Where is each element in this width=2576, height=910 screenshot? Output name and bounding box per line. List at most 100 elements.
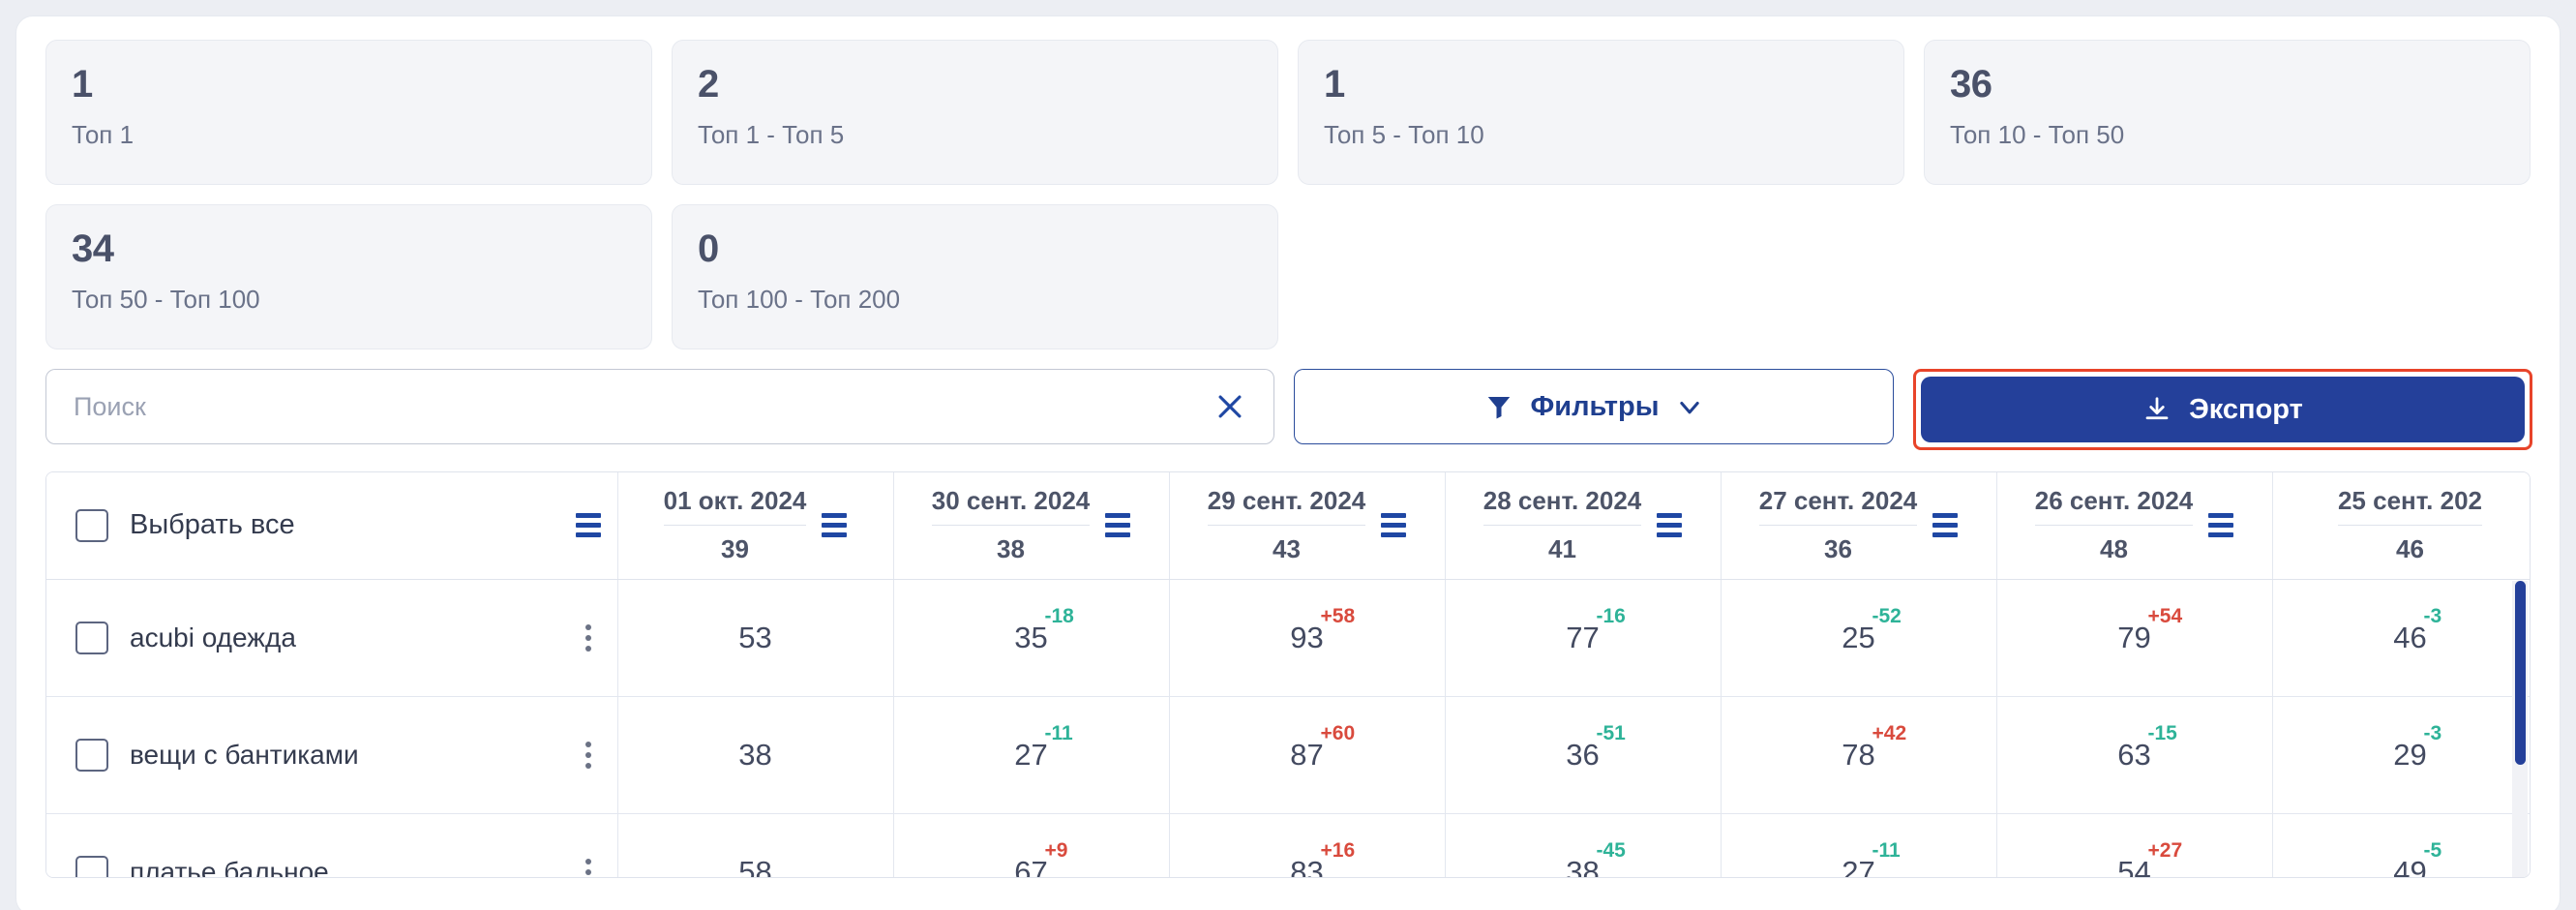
rank-delta: -11 (1872, 838, 1901, 862)
sort-icon[interactable] (1932, 513, 1959, 538)
filters-button[interactable]: Фильтры (1294, 369, 1894, 444)
stat-card-top-5-10[interactable]: 1 Топ 5 - Топ 10 (1298, 40, 1904, 185)
rank-value: 25 (1842, 621, 1875, 654)
search-input[interactable] (74, 391, 1212, 422)
header-count: 36 (1824, 534, 1852, 564)
rank-cell: 27 -11 (893, 696, 1170, 814)
rank-cell: 79 +54 (1996, 579, 2273, 697)
kebab-menu-icon[interactable] (584, 623, 591, 652)
export-button[interactable]: Экспорт (1921, 377, 2525, 442)
rank-delta: +42 (1872, 721, 1907, 744)
select-all[interactable]: Выбрать все (75, 508, 559, 542)
rank-value: 53 (738, 621, 772, 654)
rank-cell: 35 -18 (893, 579, 1170, 697)
stat-card-top-10-50[interactable]: 36 Топ 10 - Топ 50 (1924, 40, 2531, 185)
row-menu-cell[interactable] (559, 696, 618, 814)
header-date-col-3[interactable]: 28 сент. 2024 41 (1445, 472, 1722, 580)
table-body: acubi одежда 53 35 -18 (46, 579, 2530, 878)
rank-value: 77 (1566, 621, 1600, 654)
stat-label: Топ 50 - Топ 100 (72, 285, 260, 314)
rank-delta: -5 (2423, 838, 2442, 862)
stat-value: 36 (1950, 63, 1992, 106)
rank-cell: 93 +58 (1169, 579, 1446, 697)
rank-cell: 78 +42 (1721, 696, 1997, 814)
header-keyword: Выбрать все (46, 472, 559, 580)
rank-cell: 54 +27 (1996, 813, 2273, 878)
rank-delta: -3 (2423, 604, 2442, 627)
header-date-col-4[interactable]: 27 сент. 2024 36 (1721, 472, 1997, 580)
rank-cell: 46 -3 (2272, 579, 2530, 697)
rank-value: 27 (1014, 738, 1048, 772)
divider (663, 525, 807, 527)
row-checkbox[interactable] (75, 621, 108, 654)
rank-value: 63 (2117, 738, 2151, 772)
search-box[interactable] (45, 369, 1274, 444)
header-date: 01 окт. 2024 (663, 486, 807, 516)
header-sort-keyword[interactable] (559, 472, 618, 580)
header-date-col-1[interactable]: 30 сент. 2024 38 (893, 472, 1170, 580)
rank-cell: 58 (617, 813, 894, 877)
sort-icon[interactable] (1105, 513, 1131, 538)
divider (1483, 525, 1642, 527)
stat-card-top-50-100[interactable]: 34 Топ 50 - Топ 100 (45, 204, 652, 349)
stat-value: 1 (72, 63, 93, 106)
stat-value: 1 (1324, 63, 1345, 106)
rank-cell: 38 -45 (1445, 813, 1722, 877)
stat-label: Топ 1 (72, 120, 135, 149)
rank-cell: 63 -15 (1996, 696, 2273, 814)
rank-value: 38 (738, 738, 772, 772)
kebab-menu-icon[interactable] (584, 741, 591, 769)
sort-icon[interactable] (575, 513, 601, 538)
row-menu-cell[interactable] (559, 813, 618, 878)
table-row[interactable]: acubi одежда 53 35 -18 (46, 579, 2530, 697)
rank-value: 54 (2117, 855, 2151, 878)
rankings-table: Выбрать все (45, 471, 2531, 878)
stats-grid: 1 Топ 1 2 Топ 1 - Топ 5 1 Топ 5 - Топ 10… (45, 40, 2531, 349)
rank-delta: -45 (1596, 838, 1626, 862)
rank-value: 79 (2117, 621, 2151, 654)
rank-delta: -15 (2147, 721, 2177, 744)
header-date-col-2[interactable]: 29 сент. 2024 43 (1169, 472, 1446, 580)
row-checkbox[interactable] (75, 855, 108, 877)
header-date: 27 сент. 2024 (1758, 486, 1918, 516)
rank-cell: 87 +60 (1169, 696, 1446, 814)
header-date: 25 сент. 202 (2337, 486, 2483, 516)
row-keyword-cell: acubi одежда (46, 579, 559, 697)
sort-icon[interactable] (2208, 513, 2234, 538)
stat-card-top-1[interactable]: 1 Топ 1 (45, 40, 652, 185)
rank-delta: -11 (1044, 721, 1073, 744)
rank-delta: +58 (1320, 604, 1356, 627)
rank-cell: 77 -16 (1445, 579, 1722, 697)
keyword-label: acubi одежда (130, 622, 296, 652)
keyword-label: вещи с бантиками (130, 739, 359, 770)
header-date-col-0[interactable]: 01 окт. 2024 39 (617, 472, 894, 580)
divider (1207, 525, 1366, 527)
sort-icon[interactable] (1657, 513, 1683, 538)
kebab-menu-icon[interactable] (584, 858, 591, 878)
keyword-label: платье бальное (130, 856, 329, 878)
close-icon[interactable] (1212, 388, 1248, 425)
divider (1758, 525, 1918, 527)
stat-card-top-1-5[interactable]: 2 Топ 1 - Топ 5 (672, 40, 1278, 185)
rank-cell: 27 -11 (1721, 813, 1997, 877)
rank-cell: 67 +9 (893, 813, 1170, 877)
scrollbar-thumb[interactable] (2515, 581, 2526, 765)
table-row[interactable]: вещи с бантиками 38 27 -11 (46, 696, 2530, 814)
header-date: 28 сент. 2024 (1483, 486, 1642, 516)
sort-cell[interactable] (559, 513, 617, 538)
header-date-col-6[interactable]: 25 сент. 202 46 (2272, 472, 2530, 580)
stat-label: Топ 10 - Топ 50 (1950, 120, 2125, 149)
sort-icon[interactable] (822, 513, 848, 538)
rank-delta: -3 (2423, 721, 2442, 744)
select-all-checkbox[interactable] (75, 508, 108, 542)
rank-cell: 49 -5 (2272, 813, 2530, 877)
row-checkbox[interactable] (75, 738, 108, 772)
row-menu-cell[interactable] (559, 579, 618, 697)
header-date-col-5[interactable]: 26 сент. 2024 48 (1996, 472, 2273, 580)
sort-icon[interactable] (1381, 513, 1407, 538)
table-row[interactable]: платье бальное 58 67 +9 (46, 813, 2530, 878)
stat-value: 34 (72, 228, 114, 270)
rank-delta: +60 (1320, 721, 1356, 744)
table-vertical-scrollbar[interactable] (2512, 581, 2528, 877)
stat-card-top-100-200[interactable]: 0 Топ 100 - Топ 200 (672, 204, 1278, 349)
